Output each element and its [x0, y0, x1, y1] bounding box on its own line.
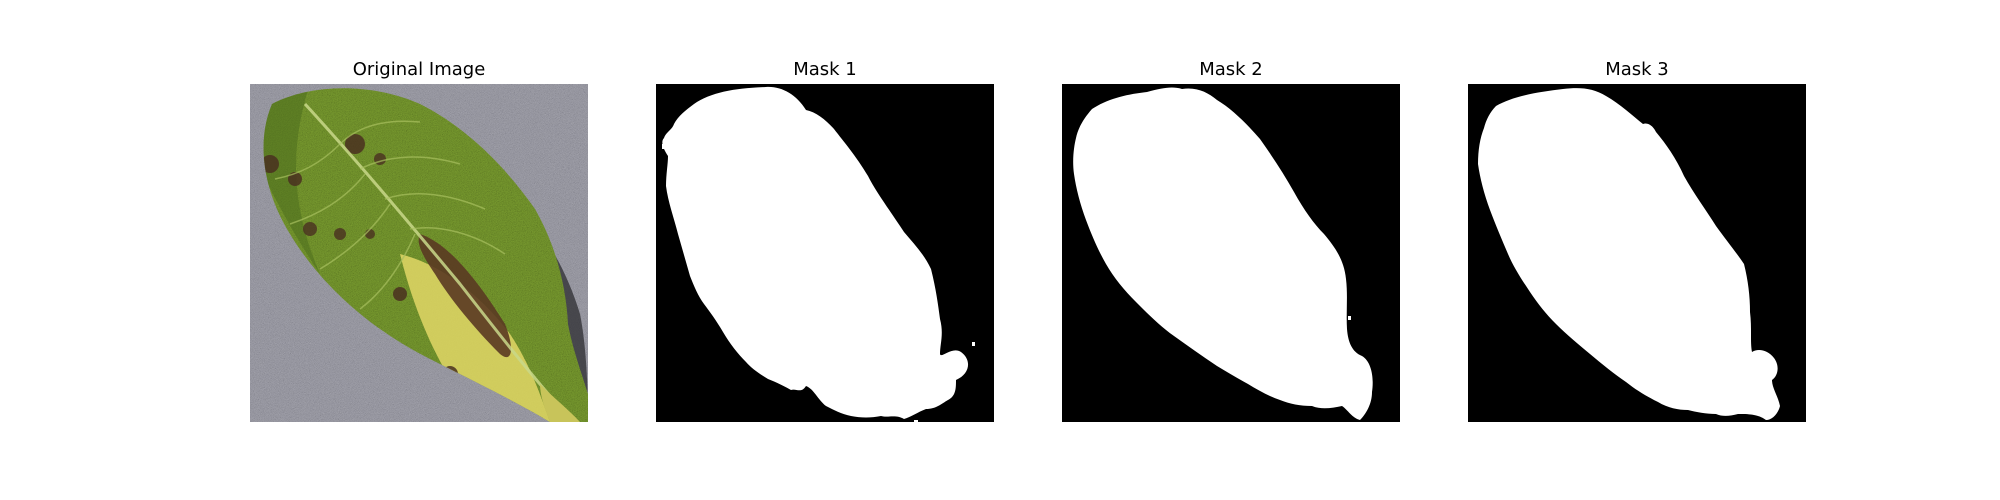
leaf-photo: [250, 84, 588, 422]
binary-mask: [656, 84, 994, 422]
panel-mask-3: Mask 3: [1468, 58, 1806, 422]
binary-mask: [1062, 84, 1400, 422]
panel-title: Mask 3: [1605, 59, 1669, 80]
panel-title: Original Image: [352, 59, 486, 80]
panel-mask-2: Mask 2: [1062, 58, 1400, 422]
panel-mask-1: Mask 1: [656, 58, 994, 422]
panel-title: Mask 1: [793, 59, 857, 80]
panel-title: Mask 2: [1199, 59, 1263, 80]
binary-mask: [1468, 84, 1806, 422]
panel-original-image: Original Image: [250, 58, 588, 422]
